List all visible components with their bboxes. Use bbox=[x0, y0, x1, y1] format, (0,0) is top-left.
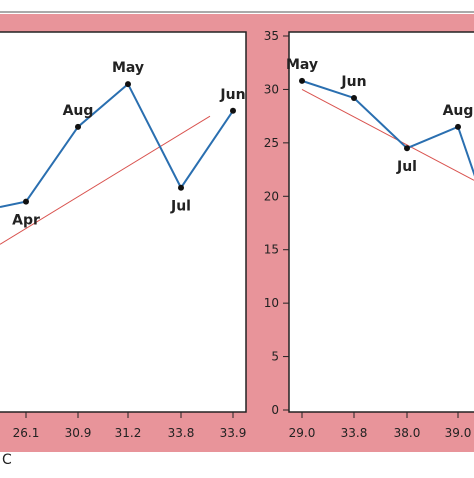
data-point bbox=[230, 107, 236, 114]
left-chart-panel: C 26.1 30.9 31.2 33.8 33.9 Apr Aug May Jul Jun bbox=[0, 31, 247, 468]
left-x-axis-label: C bbox=[2, 452, 12, 468]
data-label: Aug bbox=[63, 103, 94, 119]
y-tick-label: 5 bbox=[271, 350, 279, 364]
data-label: Jul bbox=[170, 199, 191, 215]
y-tick-label: 20 bbox=[264, 189, 279, 203]
y-tick-label: 30 bbox=[264, 82, 279, 96]
trend-line bbox=[0, 115, 211, 245]
data-point bbox=[178, 184, 184, 191]
x-tick-label: 39.0 bbox=[445, 426, 472, 440]
data-point bbox=[125, 81, 131, 88]
x-tick-label: 31.2 bbox=[115, 426, 142, 440]
x-tick-label: 33.9 bbox=[220, 426, 247, 440]
left-plot-frame bbox=[0, 31, 247, 413]
y-tick-label: 0 bbox=[271, 403, 279, 417]
x-tick-label: 30.9 bbox=[65, 426, 92, 440]
data-label: Jun bbox=[219, 87, 245, 103]
data-label: Jul bbox=[396, 159, 417, 175]
series-line bbox=[0, 82, 234, 208]
right-plot-frame bbox=[288, 31, 474, 413]
y-tick-label: 15 bbox=[264, 243, 279, 257]
right-chart-panel: 29.0 33.8 38.0 39.0 0 5 10 15 20 25 30 35 May Jun Jul A… bbox=[264, 29, 474, 440]
data-point bbox=[23, 198, 29, 205]
data-label: May bbox=[112, 60, 144, 76]
data-point bbox=[299, 77, 305, 84]
y-tick-label: 25 bbox=[264, 136, 279, 150]
trend-line bbox=[301, 88, 474, 181]
x-tick-label: 38.0 bbox=[394, 426, 421, 440]
data-point bbox=[351, 94, 357, 101]
x-tick-label: 33.8 bbox=[168, 426, 195, 440]
y-tick-label: 35 bbox=[264, 29, 279, 43]
x-tick-label: 29.0 bbox=[289, 426, 316, 440]
data-point bbox=[455, 123, 461, 130]
data-label: Aug bbox=[443, 103, 474, 119]
data-label: Apr bbox=[12, 213, 40, 229]
y-tick-label: 10 bbox=[264, 296, 279, 310]
x-tick-label: 33.8 bbox=[341, 426, 368, 440]
data-label: Jun bbox=[340, 74, 366, 90]
data-label: May bbox=[286, 57, 318, 73]
data-point bbox=[75, 123, 81, 130]
x-tick-label: 26.1 bbox=[13, 426, 40, 440]
data-point bbox=[404, 145, 410, 152]
